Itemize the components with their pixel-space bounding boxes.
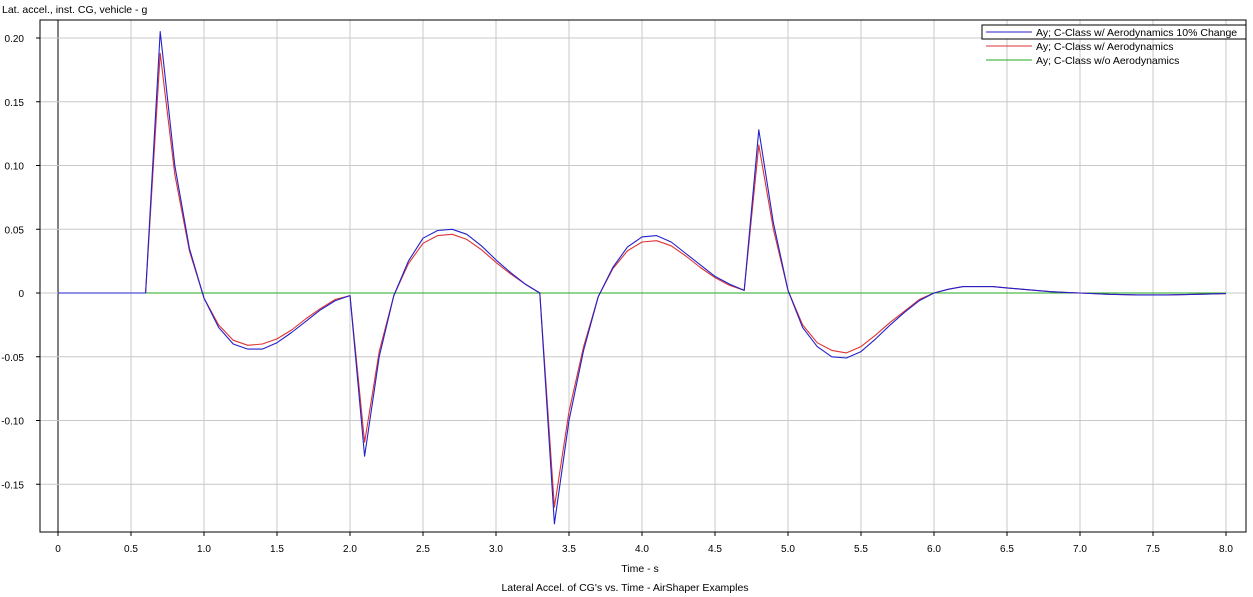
x-axis-ticks: 0 0.5 1.0 1.5 2.0 2.5 3.0 3.5 4.0 4.5 5.0 5.5 6.0 6.5… bbox=[55, 532, 1233, 555]
y-tick-label: 0.20 bbox=[5, 34, 25, 45]
x-tick-label: 3.0 bbox=[489, 544, 503, 555]
x-tick-label: 1.5 bbox=[270, 544, 284, 555]
y-axis-ticks: 0.20 0.15 0.10 0.05 0 -0.05 -0.10 -0.15 bbox=[1, 34, 40, 491]
x-tick-label: 5.5 bbox=[854, 544, 868, 555]
legend-label: Ay; C-Class w/ Aerodynamics bbox=[1036, 41, 1174, 53]
x-tick-label: 2.0 bbox=[343, 544, 357, 555]
x-gridlines bbox=[57, 20, 1227, 532]
y-tick-label: 0.15 bbox=[5, 98, 25, 109]
series-line-1 bbox=[58, 31, 1227, 525]
chart-title: Lateral Accel. of CG's vs. Time - AirSha… bbox=[501, 582, 748, 594]
x-tick-label: 8.0 bbox=[1219, 544, 1233, 555]
legend-highlight-box bbox=[981, 24, 1247, 40]
x-tick-label: 4.5 bbox=[708, 544, 722, 555]
legend: Ay; C-Class w/ Aerodynamics 10% Change Ay… bbox=[981, 24, 1247, 67]
legend-label: Ay; C-Class w/ Aerodynamics 10% Change bbox=[1036, 27, 1237, 39]
x-tick-label: 6.0 bbox=[927, 544, 941, 555]
x-tick-label: 4.0 bbox=[635, 544, 649, 555]
y-tick-label: 0 bbox=[18, 289, 24, 300]
x-axis-title: Time - s bbox=[621, 563, 659, 575]
x-tick-label: 0 bbox=[55, 544, 61, 555]
x-tick-label: 7.0 bbox=[1073, 544, 1087, 555]
x-tick-label: 2.5 bbox=[416, 544, 430, 555]
x-tick-label: 3.5 bbox=[562, 544, 576, 555]
legend-label: Ay; C-Class w/o Aerodynamics bbox=[1036, 55, 1179, 67]
y-tick-label: 0.05 bbox=[5, 225, 25, 236]
x-tick-label: 5.0 bbox=[781, 544, 795, 555]
x-tick-label: 6.5 bbox=[1000, 544, 1014, 555]
plot-area bbox=[40, 20, 1246, 532]
y-tick-label: -0.10 bbox=[1, 417, 24, 428]
x-tick-label: 7.5 bbox=[1146, 544, 1160, 555]
y-tick-label: -0.15 bbox=[1, 480, 24, 491]
plot-border bbox=[39, 19, 1247, 533]
x-tick-label: 0.5 bbox=[124, 544, 138, 555]
y-axis-title: Lat. accel., inst. CG, vehicle - g bbox=[2, 4, 147, 16]
series-lines bbox=[58, 31, 1227, 525]
x-tick-label: 1.0 bbox=[197, 544, 211, 555]
y-tick-label: -0.05 bbox=[1, 353, 24, 364]
y-tick-label: 0.10 bbox=[5, 162, 25, 173]
